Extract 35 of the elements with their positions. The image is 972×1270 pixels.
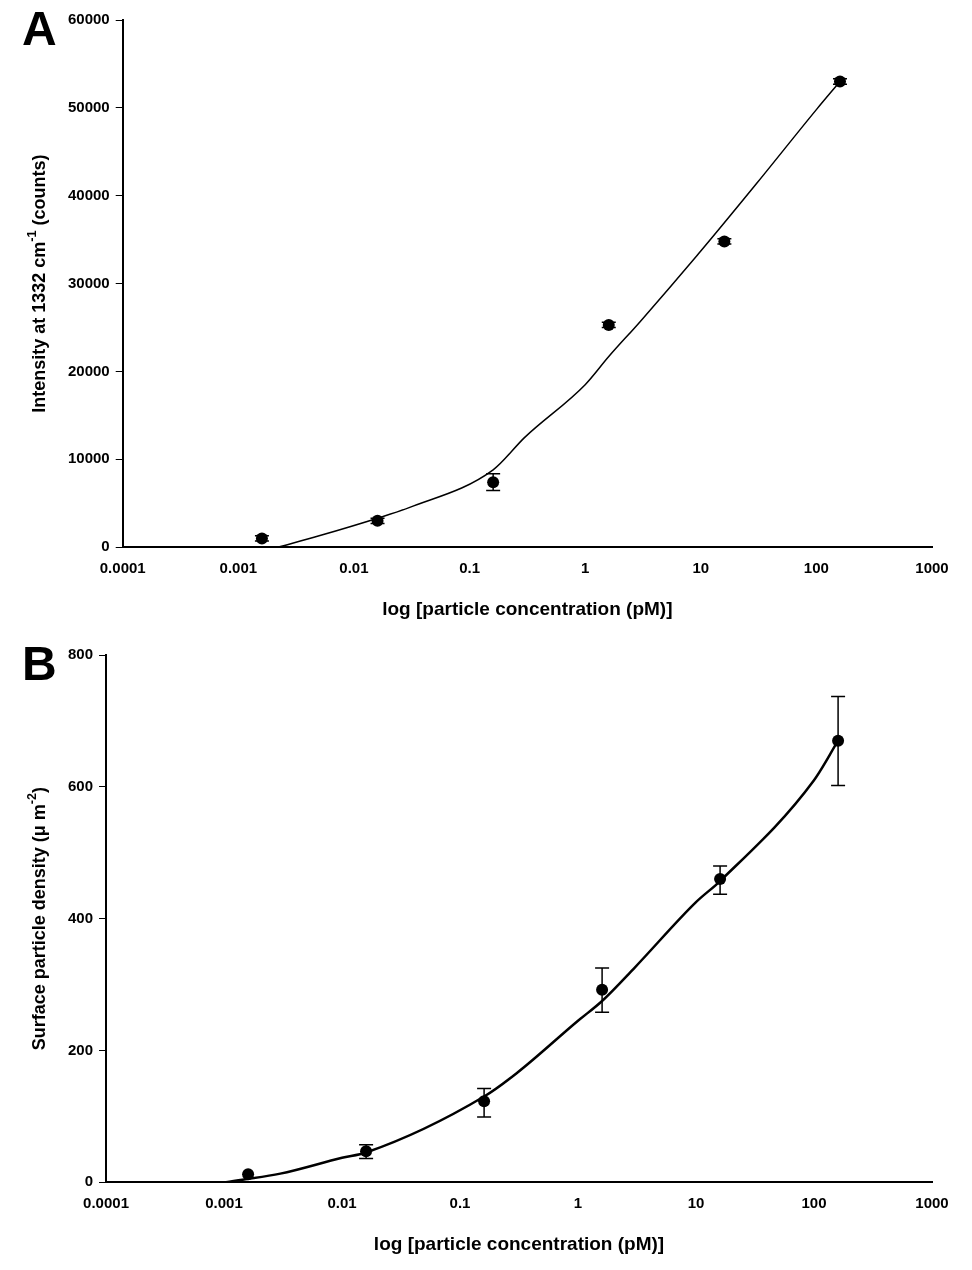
x-tick-label: 0.01 bbox=[327, 1194, 357, 1212]
x-tick-label: 10 bbox=[687, 1194, 705, 1212]
y-tick-label: 60000 bbox=[67, 10, 110, 28]
y-tick-label: 10000 bbox=[67, 449, 110, 467]
y-tick-label: 0 bbox=[101, 537, 110, 555]
x-tick-label: 100 bbox=[801, 1194, 827, 1212]
x-axis-title: log [particle concentration (pM)] bbox=[382, 597, 673, 619]
x-tick-label: 10 bbox=[692, 559, 710, 577]
x-tick-label: 100 bbox=[803, 559, 829, 577]
x-tick-label: 1000 bbox=[915, 559, 949, 577]
x-tick-label: 0.01 bbox=[339, 559, 369, 577]
y-tick-label: 200 bbox=[68, 1040, 94, 1058]
x-tick-label: 0.001 bbox=[219, 559, 258, 577]
y-axis-title: Surface particle density (μ m-2) bbox=[25, 786, 49, 1051]
x-tick-label: 0.1 bbox=[449, 1194, 471, 1212]
x-tick-label: 1 bbox=[573, 1194, 583, 1212]
y-tick-label: 400 bbox=[68, 908, 94, 926]
y-tick-label: 40000 bbox=[67, 185, 110, 203]
y-axis-title: Intensity at 1332 cm-1 (counts) bbox=[25, 154, 49, 413]
y-tick-label: 0 bbox=[84, 1172, 94, 1190]
y-tick-label: 30000 bbox=[67, 273, 110, 291]
x-tick-label: 0.0001 bbox=[83, 1194, 129, 1212]
x-tick-label: 0.0001 bbox=[99, 559, 146, 577]
x-tick-label: 0.001 bbox=[205, 1194, 243, 1212]
x-axis-title: log [particle concentration (pM)] bbox=[373, 1232, 665, 1254]
y-tick-label: 20000 bbox=[67, 361, 110, 379]
x-tick-label: 0.1 bbox=[459, 559, 480, 577]
y-tick-label: 50000 bbox=[67, 98, 110, 116]
y-tick-label: 600 bbox=[68, 776, 94, 794]
y-tick-label: 800 bbox=[68, 645, 94, 663]
point bbox=[242, 1168, 255, 1181]
x-tick-label: 1000 bbox=[915, 1194, 949, 1212]
chart-title: A bbox=[22, 2, 57, 56]
x-tick-label: 1 bbox=[580, 559, 590, 577]
chart-title: B bbox=[22, 637, 57, 691]
